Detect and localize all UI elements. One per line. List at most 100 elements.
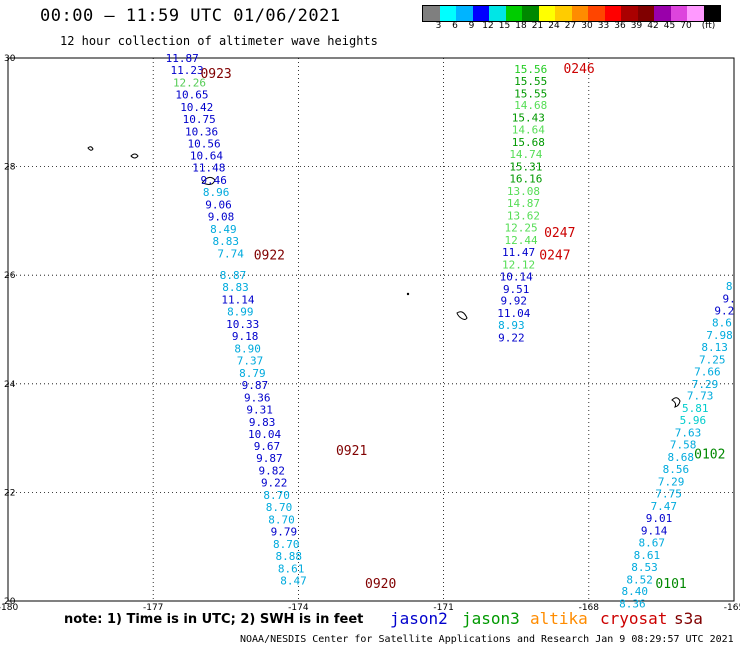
wave-height-value: 8 [726, 280, 733, 293]
color-scale-label: 45 [663, 21, 676, 31]
wave-height-value: 11.87 [166, 52, 199, 65]
wave-height-value: 8.13 [701, 341, 728, 354]
wave-height-value: 7.63 [675, 427, 702, 440]
wave-height-value: 14.87 [507, 197, 540, 210]
wave-height-value: 10.56 [187, 137, 220, 150]
pass-time-label: 0247 [539, 249, 570, 264]
satellite-legend-altika: altika [530, 609, 588, 628]
color-scale-label: 6 [452, 21, 458, 31]
wave-height-value: 8.70 [266, 501, 293, 514]
satellite-legend-s3a: s3a [674, 609, 703, 628]
island-dot [406, 292, 410, 296]
x-tick-label: -174 [288, 603, 309, 610]
wave-height-value: 14.68 [514, 99, 547, 112]
color-swatch [505, 6, 522, 21]
wave-height-value: 8.36 [619, 598, 646, 610]
wave-height-value: 9.01 [646, 512, 673, 525]
color-scale-label: 39 [630, 21, 643, 31]
color-scale-label: 3 [435, 21, 442, 31]
color-swatch [489, 6, 506, 21]
x-tick-label: -180 [0, 603, 18, 610]
color-scale-label: 70 [680, 21, 692, 31]
color-swatch [588, 6, 605, 21]
color-scale-label: 18 [515, 21, 527, 31]
pass-time-label: 0101 [655, 577, 686, 592]
wave-height-value: 8.83 [213, 235, 240, 248]
wave-height-value: 8.79 [239, 367, 266, 380]
color-swatch [555, 6, 572, 21]
island-outline [201, 176, 216, 185]
color-scale-label: 42 [647, 21, 659, 31]
satellite-legend-jason2: jason2 [390, 609, 448, 628]
color-scale-label: (ft) [701, 21, 716, 31]
satellite-legend-jason3: jason3 [462, 609, 520, 628]
wave-height-value: 8.52 [626, 573, 653, 586]
wave-height-value: 7.37 [237, 354, 264, 367]
footer-note: note: 1) Time is in UTC; 2) SWH is in fe… [64, 612, 364, 627]
wave-height-value: 9.18 [232, 330, 259, 343]
wave-height-value: 8.83 [222, 281, 249, 294]
wave-height-value: 8.99 [227, 306, 254, 319]
wave-height-value: 11.14 [221, 294, 254, 307]
island-outline [456, 311, 468, 320]
wave-height-value: 13.62 [507, 209, 540, 222]
wave-height-value: 15.31 [509, 161, 542, 174]
color-swatch [423, 6, 440, 21]
map-frame [7, 57, 735, 602]
wave-height-value: 11.48 [192, 162, 225, 175]
wave-height-value: 9.79 [271, 525, 298, 538]
wave-height-value: 11.23 [171, 64, 204, 77]
color-swatch [456, 6, 473, 21]
color-scale-label: 9 [468, 21, 475, 31]
satellite-legend-cryosat: cryosat [600, 609, 668, 628]
color-scale-label: 12 [482, 21, 494, 31]
wave-height-value: 14.64 [512, 124, 545, 137]
color-scale-label: 15 [498, 21, 511, 31]
y-tick-label: 30 [4, 54, 16, 64]
wave-height-value: 7.29 [658, 476, 685, 489]
wave-height-value: 10.65 [175, 88, 208, 101]
wave-height-value: 9.67 [254, 440, 281, 453]
wave-height-value: 7.47 [651, 500, 678, 513]
wave-height-value: 7.73 [687, 390, 714, 403]
color-swatch [687, 6, 704, 21]
wave-height-value: 8.68 [668, 451, 695, 464]
wave-height-value: 8.40 [622, 585, 649, 598]
color-scale-bar [422, 5, 721, 22]
color-scale-label: 36 [614, 21, 626, 31]
wave-height-value: 9.51 [503, 283, 530, 296]
wave-height-value: 8.67 [638, 536, 665, 549]
wave-height-value: 8.90 [234, 343, 261, 356]
wave-height-value: 9.87 [242, 379, 269, 392]
wave-height-value: 8.49 [210, 223, 237, 236]
wave-height-value: 12.26 [173, 76, 206, 89]
wave-height-value: 9.36 [244, 391, 271, 404]
page-subtitle: 12 hour collection of altimeter wave hei… [60, 34, 378, 48]
pass-time-label: 0920 [365, 577, 396, 592]
wave-height-value: 7.74 [217, 247, 244, 260]
wave-height-value: 12.44 [504, 234, 537, 247]
wave-height-value: 15.56 [514, 63, 547, 76]
wave-height-value: 9.08 [208, 211, 235, 224]
wave-height-value: 7.75 [655, 487, 682, 500]
wave-height-value: 7.58 [670, 439, 697, 452]
wave-height-value: 10.64 [190, 150, 223, 163]
x-tick-label: -177 [143, 603, 163, 610]
wave-height-value: 9. [723, 293, 736, 306]
wave-height-value: 8.70 [263, 489, 290, 502]
wave-height-value: 7.98 [706, 329, 733, 342]
color-swatch [571, 6, 588, 21]
wave-height-value: 9.87 [256, 452, 283, 465]
pass-time-label: 0921 [336, 444, 367, 459]
wave-height-value: 9.22 [261, 477, 288, 490]
wave-height-value: 15.43 [512, 112, 545, 125]
y-tick-label: 20 [4, 597, 16, 607]
color-swatch [439, 6, 456, 21]
wave-height-value: 8.53 [631, 561, 658, 574]
wave-height-value: 8.61 [278, 562, 305, 575]
color-swatch [522, 6, 539, 21]
wave-height-value: 15.68 [512, 136, 545, 149]
wave-height-value: 12.12 [502, 258, 535, 271]
island-outline [671, 397, 681, 408]
wave-height-value: 11.04 [497, 307, 530, 320]
